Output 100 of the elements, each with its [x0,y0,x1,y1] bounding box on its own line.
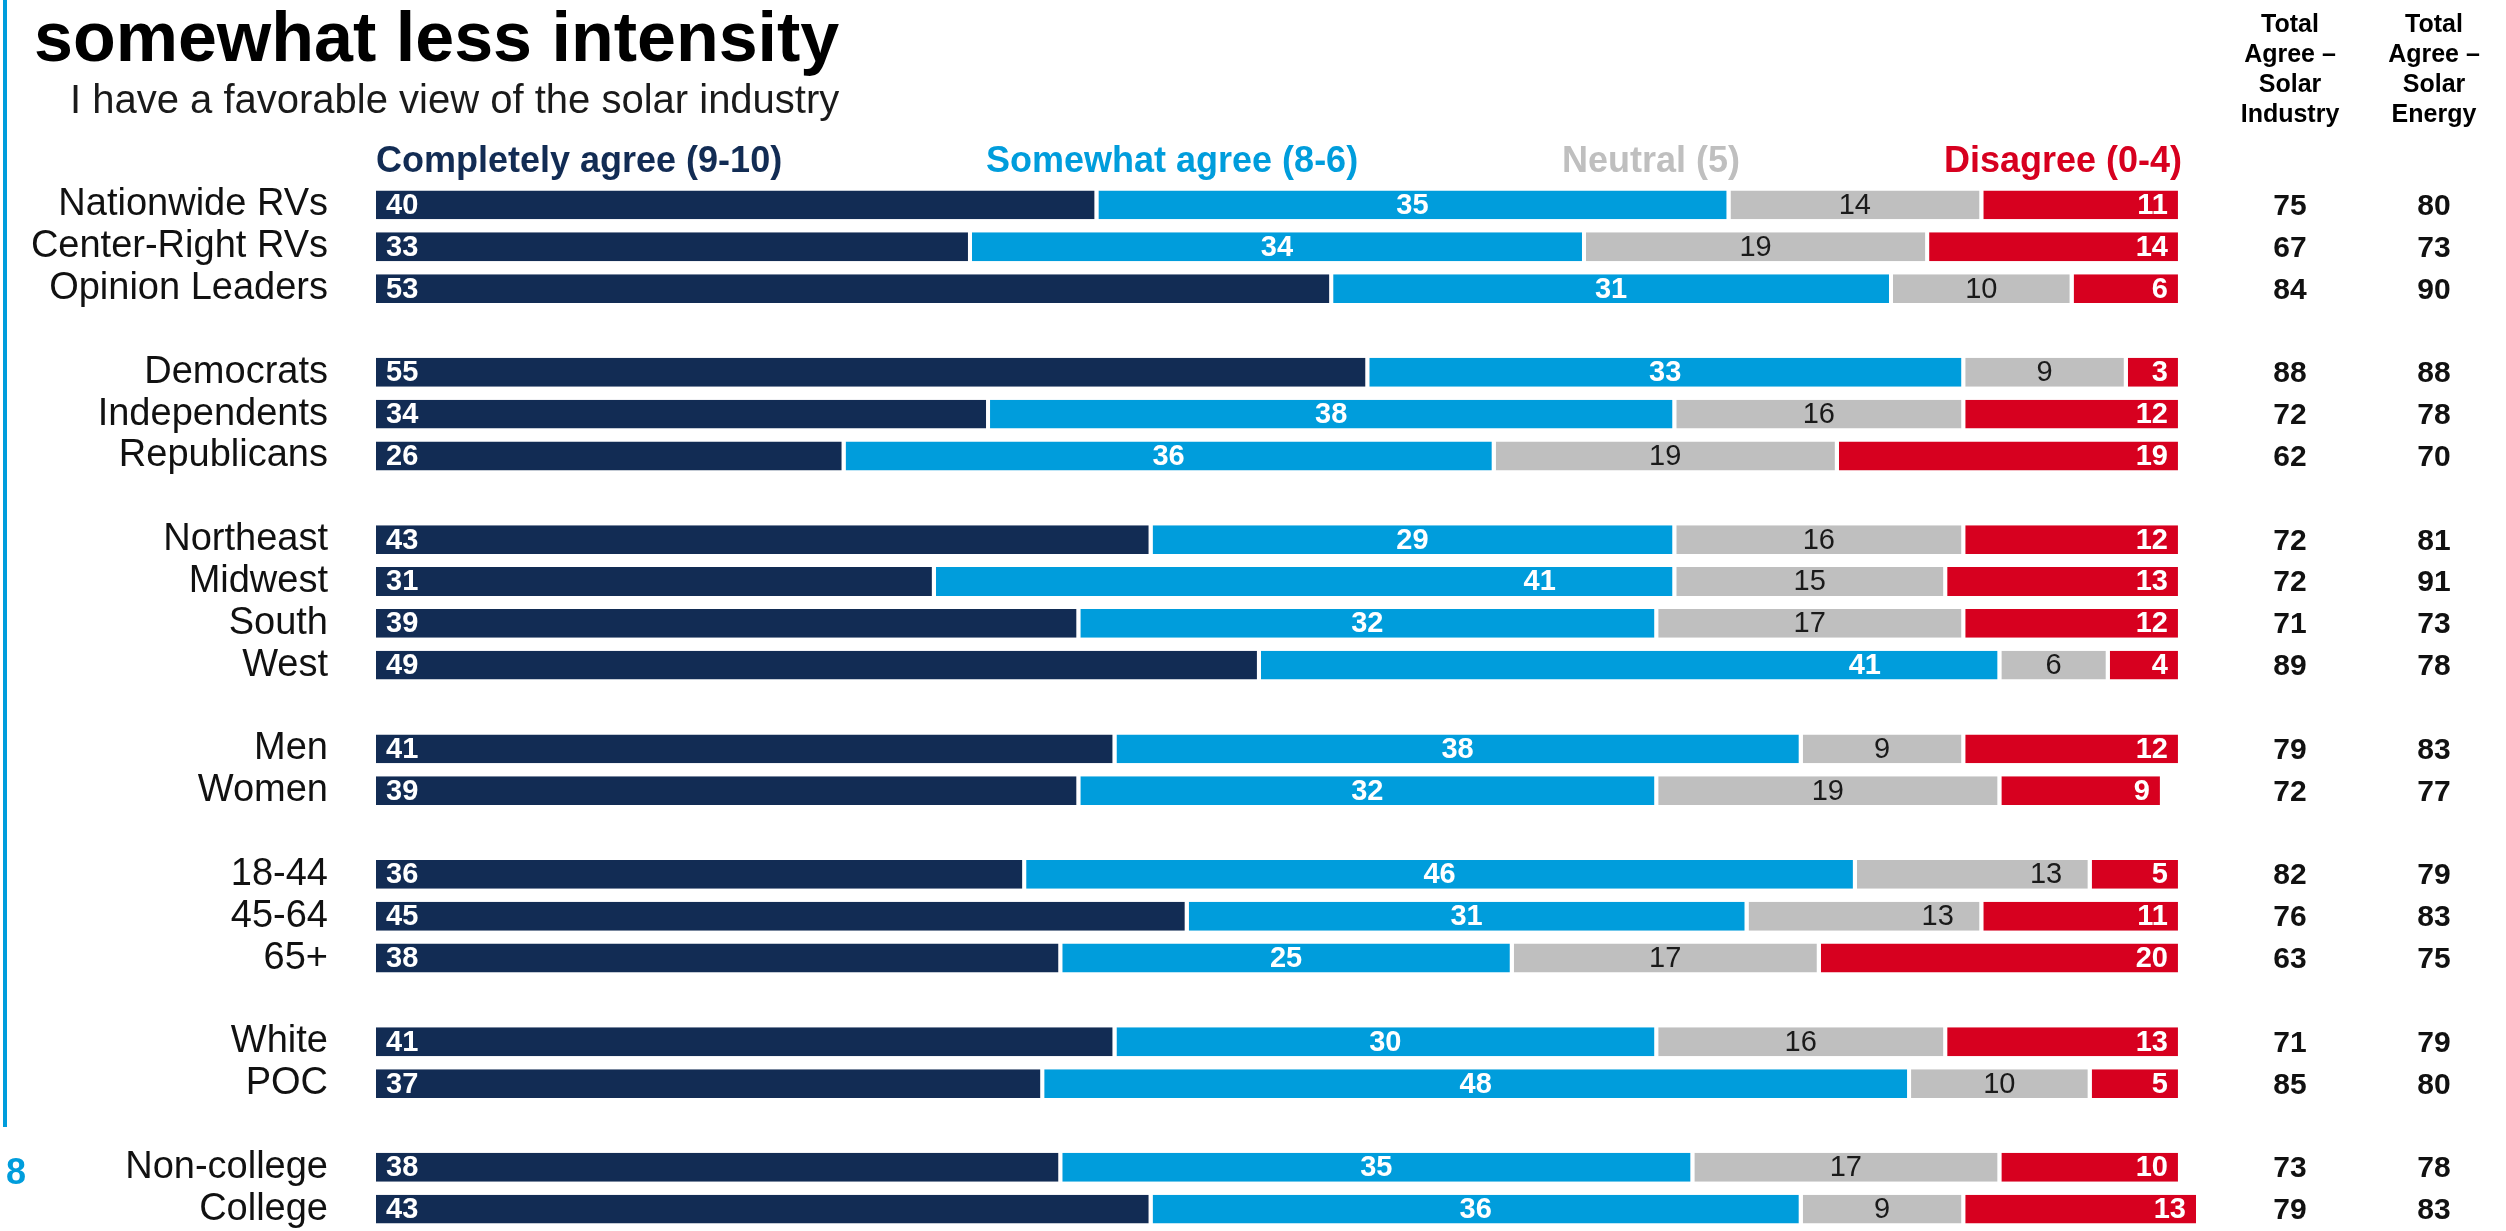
text: 78 [2416,647,2452,684]
text: 84 [2272,270,2308,307]
data-label: 12 [2135,397,2168,430]
data-label: 19 [2135,438,2168,471]
y-tick-label: Center-Right RVs [30,223,328,266]
text: 72 [2272,521,2308,558]
data-label: 45 [386,899,419,932]
data-label: 20 [2135,941,2168,974]
data-label: 41 [386,1024,419,1057]
y-tick-label: Democrats [144,348,328,391]
data-label: 33 [386,229,419,262]
data-label: 5 [2151,857,2168,890]
text: 76 [2272,898,2308,935]
text: 63 [2272,940,2308,977]
data-label: 38 [386,1150,419,1183]
data-label: 38 [1441,731,1474,764]
data-label: 41 [1523,564,1556,597]
text: 72 [2272,563,2308,600]
data-label: 12 [2135,522,2168,555]
text: Total Agree – Solar Industry [2239,8,2341,128]
data-label: 13 [2029,857,2063,890]
data-label: 39 [386,606,419,639]
data-label: 15 [1793,564,1826,597]
text: 78 [2416,1149,2452,1186]
y-tick-label: Republicans [118,432,328,475]
text: 71 [2272,605,2308,642]
data-label: 35 [1360,1150,1393,1183]
text: 79 [2272,1191,2308,1228]
chart-subtitle: I have a favorable view of the solar industry [70,76,840,122]
series-label: Somewhat agree (8-6) [986,139,1359,181]
y-tick-label: Northeast [163,516,329,559]
text: 75 [2272,186,2308,223]
data-label: 31 [386,564,419,597]
data-label: 39 [386,773,419,806]
text: 72 [2272,772,2308,809]
data-label: 14 [1838,187,1871,220]
data-label: 11 [2137,187,2168,220]
data-label: 17 [1793,606,1826,639]
data-label: 9 [1873,731,1891,764]
data-label: 3 [2151,355,2168,388]
data-label: 46 [1423,857,1456,890]
text: 83 [2416,898,2452,935]
data-label: 13 [1921,899,1954,932]
data-label: 14 [2135,229,2168,262]
data-label: 16 [1784,1024,1817,1057]
y-tick-label: Men [254,725,328,768]
text: 72 [2272,396,2308,433]
data-label: 6 [2151,271,2168,304]
text: 8 [6,1151,27,1192]
y-tick-label: Opinion Leaders [49,265,328,308]
text: 81 [2416,521,2452,558]
y-tick-label: White [230,1018,328,1061]
data-label: 10 [1983,1066,2016,1099]
text: 70 [2416,437,2452,474]
data-label: 17 [1829,1150,1862,1183]
data-label: 12 [2135,731,2168,764]
data-label: 5 [2151,1066,2168,1099]
text: 83 [2416,1191,2452,1228]
data-label: 38 [386,941,419,974]
data-label: 16 [1802,522,1835,555]
text: 79 [2416,1023,2452,1060]
data-label: 17 [1649,941,1682,974]
data-label: 9 [2133,773,2150,806]
data-label: 43 [386,522,419,555]
data-label: 19 [1739,229,1772,262]
text: 73 [2416,605,2452,642]
data-label: 33 [1649,355,1682,388]
data-label: 9 [2036,355,2053,388]
data-label: 19 [1811,773,1844,806]
text: 73 [2416,228,2452,265]
data-label: 13 [2135,564,2168,597]
text: 80 [2416,186,2452,223]
chart-title: somewhat less intensity [34,0,840,76]
data-label: 38 [1315,397,1348,430]
text: 91 [2416,563,2452,600]
text: Total Agree – Solar Energy [2387,8,2481,128]
data-label: 31 [1450,899,1483,932]
data-label: 49 [386,648,419,681]
text: 88 [2272,354,2308,391]
data-label: 36 [1459,1192,1492,1225]
text: 79 [2416,856,2452,893]
y-tick-label: College [199,1185,328,1228]
text: 88 [2416,354,2452,391]
data-label: 13 [2135,1024,2168,1057]
data-label: 16 [1802,397,1835,430]
data-label: 41 [1848,648,1881,681]
data-label: 4 [2151,648,2168,681]
text: 73 [2272,1149,2308,1186]
data-label: 55 [386,355,419,388]
text: 77 [2416,772,2452,809]
text: 90 [2416,270,2452,307]
y-tick-label: 18-44 [230,850,328,893]
data-label: 25 [1269,941,1303,974]
data-label: 19 [1649,438,1682,471]
data-label: 6 [2045,648,2062,681]
data-label: 35 [1396,187,1429,220]
series-label: Disagree (0-4) [1943,139,2182,181]
data-label: 41 [386,731,419,764]
y-tick-label: Nationwide RVs [58,181,328,224]
data-label: 37 [386,1066,419,1099]
